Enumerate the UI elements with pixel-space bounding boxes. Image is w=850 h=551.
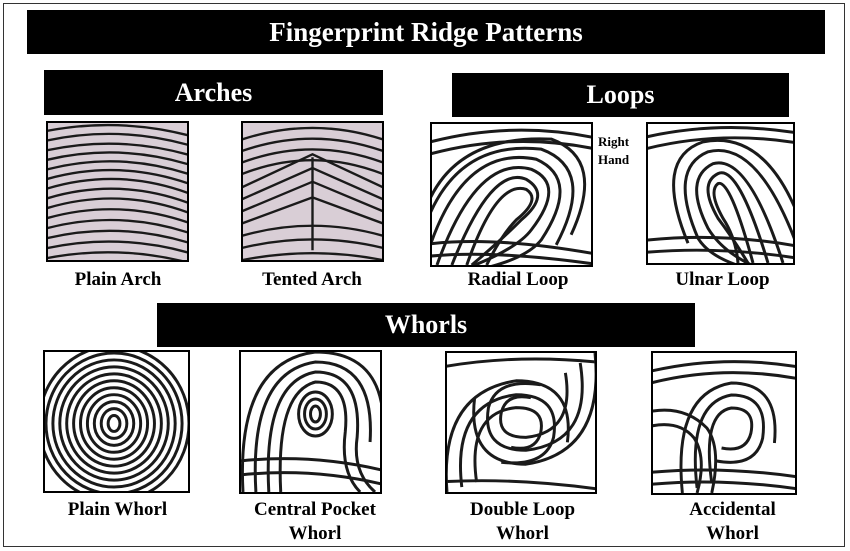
ulnar-loop-label: Ulnar Loop (640, 268, 805, 292)
double-loop-whorl-label: Double Loop Whorl (440, 498, 605, 546)
accidental-whorl-label-line-1: Accidental (689, 499, 776, 520)
accidental-whorl-label: Accidental Whorl (650, 498, 815, 546)
accidental-whorl-label-line-2: Whorl (706, 523, 759, 544)
tented-arch-image (241, 121, 384, 262)
title-bar: Fingerprint Ridge Patterns (27, 10, 825, 54)
double-loop-whorl-label-line-2: Whorl (496, 523, 549, 544)
plain-arch-label-line-1: Plain Arch (74, 269, 162, 290)
ulnar-loop-image (646, 122, 795, 265)
figure-title: Fingerprint Ridge Patterns (269, 16, 583, 47)
double-loop-whorl-label-line-1: Double Loop (469, 499, 576, 520)
central-pocket-whorl-image (239, 350, 382, 494)
plain-arch-label: Plain Arch (38, 268, 198, 292)
plain-arch-image (46, 121, 189, 262)
whorls-header-label: Whorls (384, 310, 468, 339)
radial-loop-image (430, 122, 593, 267)
central-pocket-whorl-label-line-2: Whorl (288, 523, 342, 544)
tented-arch-label-line-1: Tented Arch (262, 269, 362, 290)
note-line-2: Hand (598, 152, 630, 167)
loops-header: Loops (452, 73, 789, 117)
plain-whorl-label-line-1: Plain Whorl (67, 499, 168, 520)
right-hand-note: Right Hand (598, 133, 644, 169)
radial-loop-label: Radial Loop (433, 268, 603, 292)
loops-header-label: Loops (586, 80, 655, 109)
double-loop-whorl-image (445, 351, 597, 494)
radial-loop-label-line-1: Radial Loop (467, 269, 569, 290)
whorls-header: Whorls (157, 303, 695, 347)
note-line-1: Right (598, 134, 630, 149)
tented-arch-label: Tented Arch (232, 268, 392, 292)
arches-header: Arches (44, 70, 383, 115)
accidental-whorl-image (651, 351, 797, 495)
arches-header-label: Arches (174, 77, 253, 107)
plain-whorl-label: Plain Whorl (35, 498, 200, 522)
plain-whorl-image (43, 350, 190, 493)
central-pocket-whorl-label: Central Pocket Whorl (225, 498, 405, 546)
central-pocket-whorl-label-line-1: Central Pocket (254, 499, 376, 520)
ulnar-loop-label-line-1: Ulnar Loop (675, 269, 770, 290)
